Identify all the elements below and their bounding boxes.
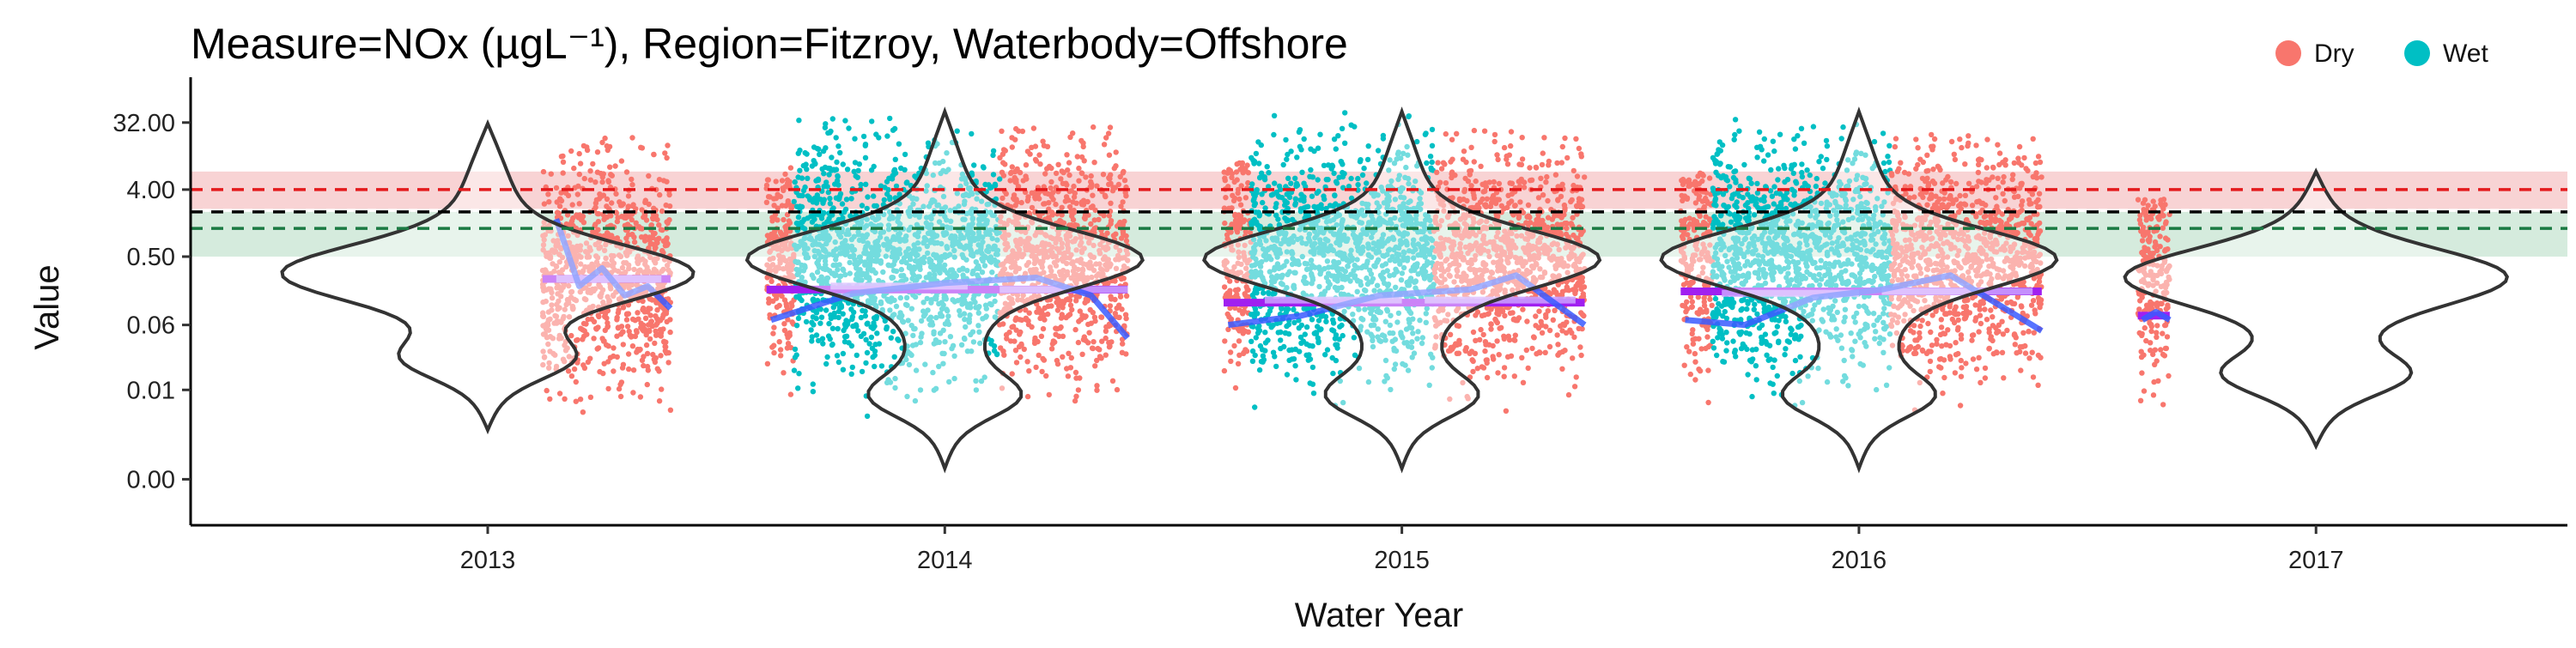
y-tick-label-3: 0.50 <box>127 244 175 271</box>
y-axis-title: Value <box>28 264 66 349</box>
x-tick-label-3: 2016 <box>1832 547 1887 574</box>
y-tick-label-0: 0.00 <box>127 466 175 494</box>
violin-2013 <box>283 124 694 430</box>
chart-title: Measure=NOx (µgL⁻¹), Region=Fitzroy, Wat… <box>191 20 1348 68</box>
x-tick-label-4: 2017 <box>2288 547 2344 574</box>
y-tick-label-4: 4.00 <box>127 177 175 204</box>
legend-label-dry: Dry <box>2314 39 2354 68</box>
legend-key-wet <box>2404 40 2430 66</box>
y-tick-label-1: 0.01 <box>127 377 175 404</box>
x-axis-title: Water Year <box>1295 597 1463 634</box>
legend-label-wet: Wet <box>2443 39 2488 68</box>
legend-key-dry <box>2275 40 2301 66</box>
y-tick-label-2: 0.06 <box>127 312 175 340</box>
y-tick-label-5: 32.00 <box>112 110 175 137</box>
x-tick-label-1: 2014 <box>917 547 973 574</box>
x-tick-label-0: 2013 <box>460 547 516 574</box>
x-tick-label-2: 2015 <box>1374 547 1430 574</box>
legend: Dry Wet <box>2275 39 2488 68</box>
